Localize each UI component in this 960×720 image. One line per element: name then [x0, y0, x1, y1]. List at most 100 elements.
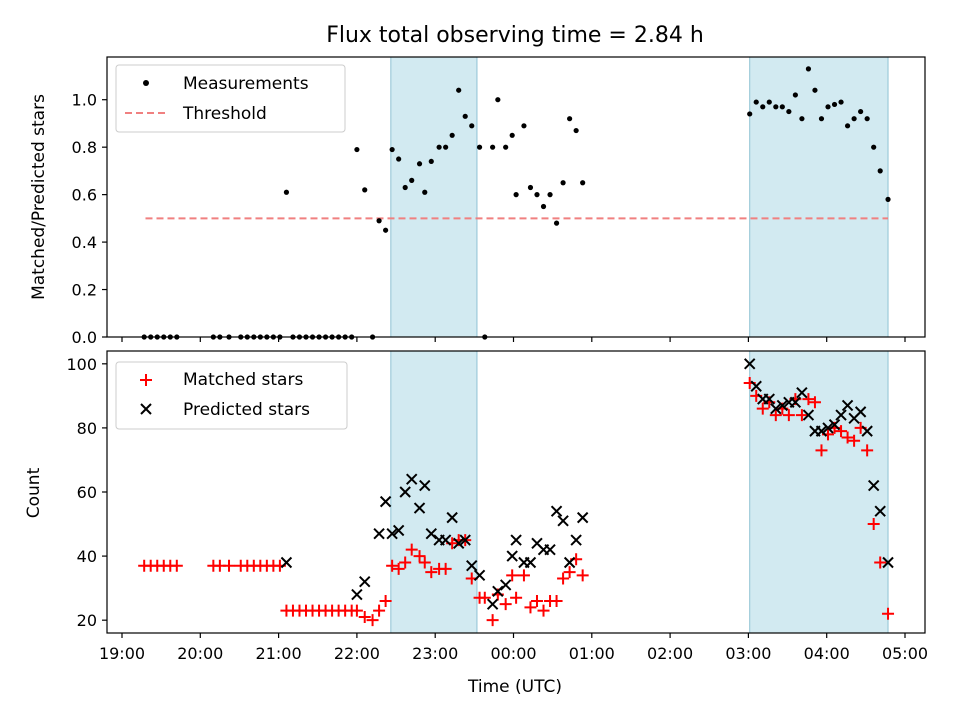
measurement-point	[871, 144, 877, 150]
predicted-star-marker	[406, 473, 418, 485]
predicted-star-marker	[459, 534, 471, 546]
y-tick-label: 0.2	[72, 281, 97, 300]
predicted-star-marker	[770, 402, 782, 415]
measurement-point	[402, 184, 408, 191]
matched-star-marker	[795, 409, 808, 422]
predicted-star-marker	[776, 399, 789, 412]
top-panel: 0.0 0.2 0.4 0.6 0.8 1.0 Matched/Predicted sta…	[29, 56, 926, 347]
predicted-star-marker	[386, 527, 398, 540]
x-tick-label: 21:00	[256, 644, 302, 663]
matched-star-marker	[223, 559, 236, 572]
predicted-star-marker	[351, 588, 363, 601]
matched-star-marker	[576, 569, 589, 582]
measurement-point	[428, 158, 434, 165]
predicted-star-marker	[492, 585, 504, 598]
measurement-point	[851, 116, 857, 122]
predicted-star-marker	[874, 505, 886, 517]
predicted-star-marker	[399, 486, 411, 498]
top-legend: Measurements Threshold	[115, 64, 346, 133]
measurement-point	[422, 189, 428, 195]
predicted-star-marker	[379, 495, 392, 508]
measurement-point	[553, 220, 560, 226]
measurement-point	[383, 227, 389, 233]
matched-star-marker	[550, 594, 563, 607]
predicted-star-marker	[373, 527, 385, 540]
matched-star-marker	[358, 610, 371, 623]
measurement-point	[877, 168, 883, 174]
measurement-point	[818, 116, 825, 122]
measurement-point	[825, 104, 831, 110]
matched-star-marker	[170, 559, 183, 572]
measurement-point	[844, 123, 851, 129]
y-tick-label: 0.0	[72, 328, 97, 347]
bottom-y-axis-ticks: 20 40 60 80 100	[66, 355, 107, 630]
shaded-interval-2	[749, 56, 889, 338]
chart-title: Flux total observing time = 2.84 h	[326, 23, 704, 48]
measurement-point	[362, 187, 368, 193]
predicted-star-marker	[280, 556, 293, 569]
matched-star-marker	[373, 604, 386, 617]
measurement-point	[513, 192, 519, 198]
x-tick-label: 19:00	[99, 644, 145, 663]
predicted-star-marker	[796, 386, 808, 399]
measurement-point	[864, 116, 870, 122]
matched-star-marker	[366, 614, 379, 627]
matched-star-marker	[882, 607, 895, 620]
measurement-point	[786, 108, 792, 115]
matched-star-marker	[815, 444, 828, 457]
measurement-point	[436, 144, 442, 150]
legend-predicted-label: Predicted stars	[183, 400, 310, 420]
measurement-point	[812, 87, 818, 93]
matched-star-marker	[418, 556, 431, 569]
matched-star-marker	[861, 444, 874, 457]
matched-star-marker	[499, 598, 512, 611]
top-y-axis-ticks: 0.0 0.2 0.4 0.6 0.8 1.0	[72, 91, 107, 347]
measurement-point	[885, 196, 891, 202]
y-tick-label: 0.8	[72, 138, 97, 157]
matched-star-marker	[425, 566, 438, 579]
legend-measurements-marker	[143, 80, 149, 86]
matched-star-marker	[439, 562, 452, 575]
bottom-panel: 20 40 60 80 100 19:00 20:00 21:00 22:00 23:00 00:…	[24, 350, 928, 697]
predicted-star-marker	[576, 511, 589, 524]
predicted-star-marker	[392, 524, 405, 537]
measurement-point	[547, 192, 553, 198]
measurement-point	[476, 144, 483, 150]
predicted-star-marker	[359, 576, 371, 588]
measurement-point	[509, 132, 515, 138]
matched-star-marker	[537, 604, 550, 617]
predicted-star-marker	[486, 598, 499, 610]
predicted-star-marker	[743, 358, 756, 370]
measurement-point	[495, 97, 501, 103]
y-tick-label: 80	[77, 419, 97, 438]
measurement-point	[283, 189, 290, 195]
matched-star-marker	[841, 431, 854, 444]
measurement-point	[540, 203, 547, 210]
predicted-star-marker	[867, 479, 880, 492]
predicted-star-marker	[466, 559, 478, 572]
predicted-star-marker	[841, 399, 854, 412]
measurement-point	[456, 87, 462, 93]
measurement-point	[580, 180, 586, 186]
matched-star-marker	[769, 409, 782, 422]
matched-star-marker	[874, 556, 887, 569]
measurement-point	[779, 104, 785, 110]
measurement-point	[573, 127, 579, 134]
y-tick-label: 40	[77, 547, 97, 566]
measurement-point	[792, 92, 798, 98]
predicted-star-marker	[499, 579, 512, 591]
matched-star-marker	[802, 393, 815, 406]
bottom-legend: Matched stars Predicted stars	[115, 361, 348, 430]
matched-star-marker	[756, 402, 769, 415]
bottom-legend-box	[115, 361, 348, 430]
matched-star-marker	[399, 556, 412, 569]
predicted-star-marker	[473, 569, 486, 582]
predicted-star-marker	[425, 527, 437, 540]
measurement-point	[838, 99, 844, 105]
predicted-star-marker	[789, 396, 802, 408]
predicted-star-marker	[854, 406, 867, 418]
predicted-star-marker	[861, 425, 873, 437]
matched-star-marker	[478, 591, 491, 604]
x-tick-label: 01:00	[569, 644, 615, 663]
